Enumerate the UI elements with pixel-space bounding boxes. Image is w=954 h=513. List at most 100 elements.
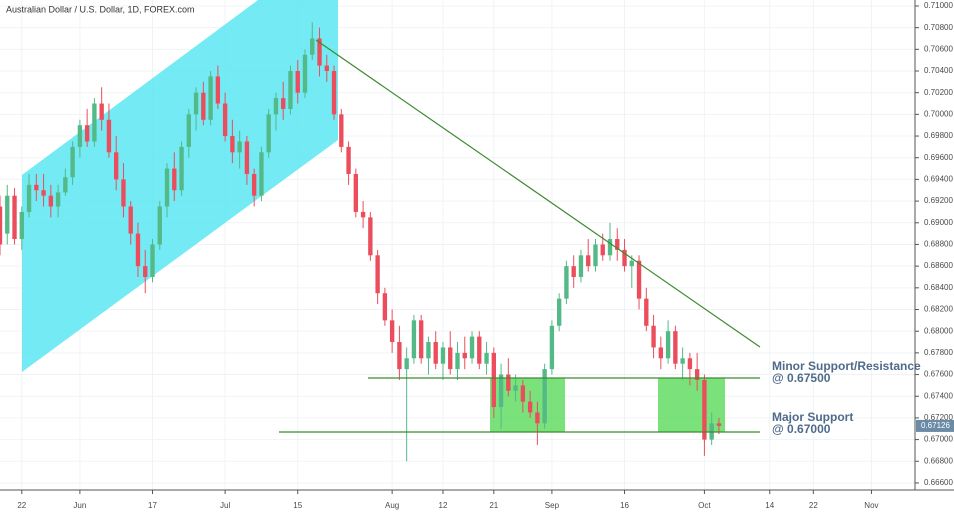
y-tick-label: 0.68600 — [924, 261, 953, 270]
candle-body — [665, 331, 671, 359]
candle-body — [346, 146, 351, 174]
x-tick-label: 22 — [17, 501, 26, 510]
annotation: Major Support — [772, 410, 853, 424]
candle-body — [339, 114, 344, 147]
candle-body — [513, 385, 518, 391]
candle-body — [19, 211, 24, 240]
candle-body — [193, 92, 199, 115]
candle-body — [433, 342, 438, 364]
candle-body — [469, 336, 475, 359]
candle-body — [244, 141, 250, 174]
candle-body — [114, 152, 119, 180]
candle-body — [164, 168, 170, 207]
x-tick-label: 14 — [765, 501, 774, 510]
candle-body — [331, 71, 337, 115]
candle-body — [607, 239, 613, 256]
grid — [0, 0, 915, 490]
y-tick-label: 0.69000 — [924, 218, 953, 227]
y-tick-label: 0.67200 — [924, 413, 953, 422]
candle-body — [716, 423, 722, 426]
candle-body — [41, 190, 46, 196]
candle-body — [128, 206, 133, 234]
annotation: @ 0.67500 — [772, 371, 831, 385]
x-tick-label: 21 — [489, 501, 498, 510]
y-tick-label: 0.69600 — [924, 153, 953, 162]
candle-body — [34, 184, 39, 191]
chart-title: Australian Dollar / U.S. Dollar, 1D, FOR… — [6, 4, 195, 14]
candle-body — [295, 71, 300, 93]
candle-body — [55, 192, 61, 207]
candle-body — [215, 76, 221, 104]
x-tick-label: Oct — [698, 501, 711, 510]
support-zone — [658, 378, 725, 432]
candle-body — [564, 266, 569, 299]
trend-line — [315, 39, 761, 348]
y-tick-label: 0.69200 — [924, 196, 953, 205]
y-tick-label: 0.69400 — [924, 175, 953, 184]
candle-body — [506, 374, 511, 391]
candle-body — [281, 98, 286, 109]
y-tick-label: 0.66600 — [924, 478, 953, 487]
candle-body — [542, 369, 547, 424]
y-tick-label: 0.66800 — [924, 456, 953, 465]
candle-body — [26, 184, 32, 212]
y-tick-label: 0.70400 — [924, 66, 953, 75]
candle-body — [419, 320, 424, 359]
candle-body — [389, 320, 395, 343]
candle-body — [273, 98, 279, 115]
candle-body — [186, 114, 191, 147]
candle-body — [324, 65, 329, 72]
candle-body — [121, 179, 126, 207]
candle-body — [317, 38, 322, 66]
y-tick-label: 0.70000 — [924, 109, 953, 118]
candle-body — [172, 168, 177, 191]
y-tick-label: 0.70600 — [924, 44, 953, 53]
x-tick-label: Sep — [545, 501, 560, 510]
candle-body — [201, 92, 206, 120]
annotation: @ 0.67000 — [772, 422, 831, 436]
candle-body — [556, 298, 562, 326]
candle-body — [578, 255, 584, 277]
y-tick-label: 0.67800 — [924, 348, 953, 357]
y-tick-label: 0.70200 — [924, 88, 953, 97]
candle-body — [491, 352, 496, 408]
y-tick-label: 0.68000 — [924, 326, 953, 335]
candle-body — [360, 211, 366, 218]
candle-body — [636, 260, 642, 299]
candle-body — [404, 358, 409, 370]
candle-body — [48, 195, 54, 207]
candle-body — [135, 233, 141, 267]
x-tick-label: Jun — [73, 501, 86, 510]
x-tick-label: 12 — [439, 501, 448, 510]
x-tick-label: Nov — [864, 501, 878, 510]
last-price-tag — [916, 419, 954, 432]
candle-body — [687, 358, 693, 370]
candle-body — [680, 358, 685, 364]
candle-body — [230, 136, 235, 153]
y-tick-label: 0.70800 — [924, 23, 953, 32]
candle-body — [70, 146, 75, 178]
candle-body — [549, 325, 555, 370]
candle-body — [302, 54, 308, 93]
candle-body — [368, 217, 373, 256]
candle-body — [288, 71, 293, 109]
candle-body — [520, 385, 526, 402]
candle-body — [411, 320, 417, 359]
candle-body — [12, 195, 17, 240]
candle-body — [77, 125, 83, 147]
candle-body — [310, 38, 315, 55]
candle-body — [266, 114, 271, 153]
last-price-label: 0.67126 — [921, 421, 950, 430]
x-tick-label: Jul — [220, 501, 230, 510]
candle-body — [694, 369, 700, 380]
y-tick-label: 0.71000 — [924, 1, 953, 10]
candle-body — [644, 298, 649, 326]
candle-body — [208, 76, 213, 120]
annotation: Minor Support/Resistance — [772, 359, 921, 373]
candle-body — [615, 239, 620, 250]
candle-body — [586, 255, 591, 267]
candle-body — [375, 255, 380, 294]
candle-body — [106, 119, 112, 153]
candle-body — [259, 152, 264, 196]
